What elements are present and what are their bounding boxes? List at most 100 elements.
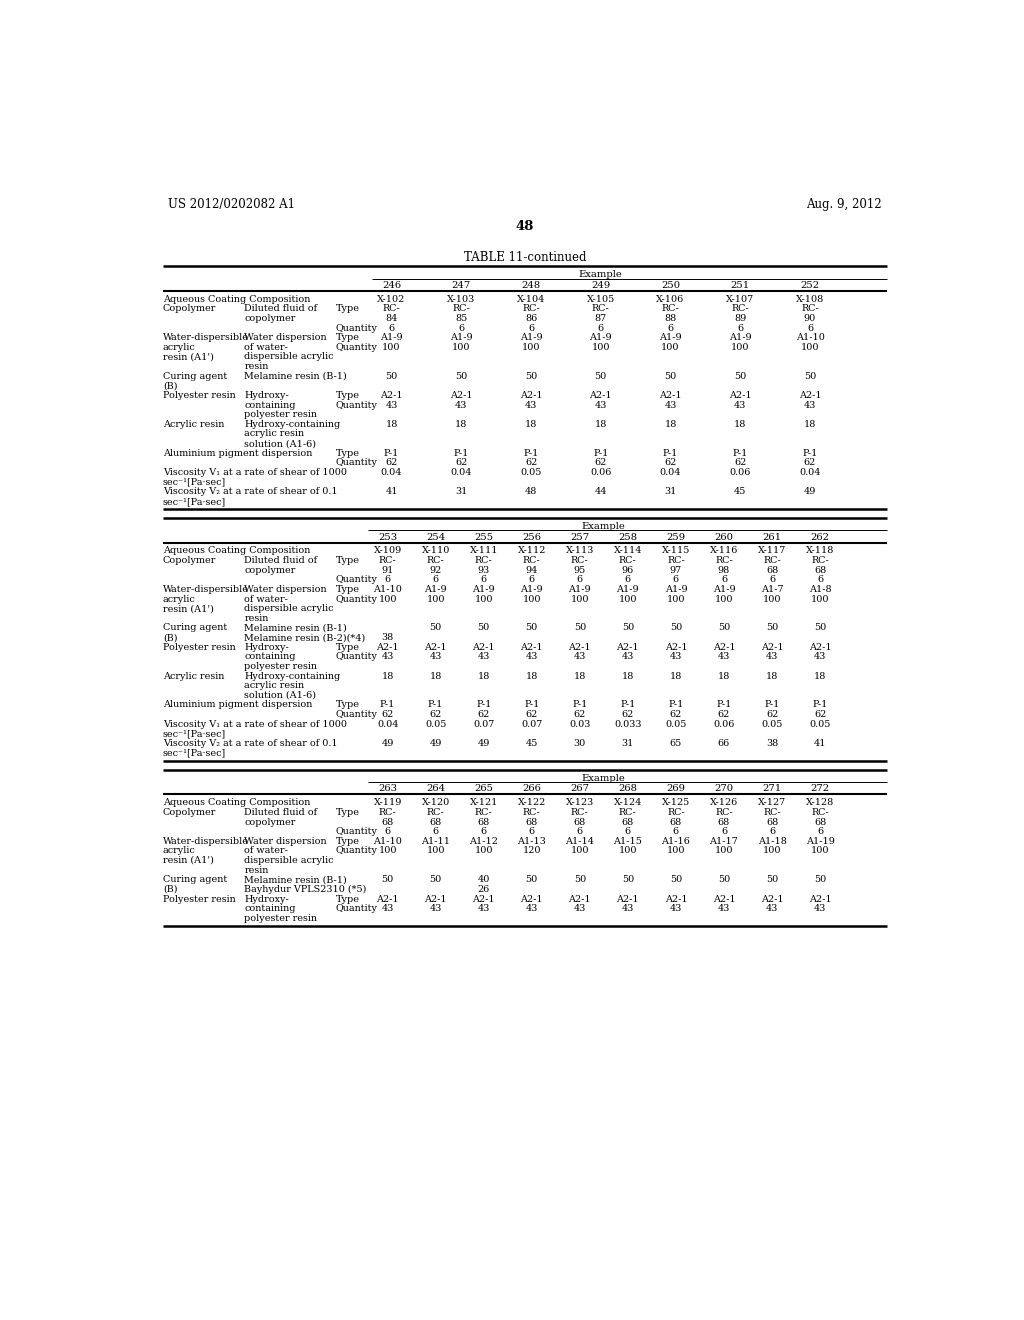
Text: 43: 43 xyxy=(718,904,730,913)
Text: Hydroxy-: Hydroxy- xyxy=(245,895,289,903)
Text: 100: 100 xyxy=(382,343,400,352)
Text: Acrylic resin: Acrylic resin xyxy=(163,420,224,429)
Text: A1-10: A1-10 xyxy=(373,837,402,846)
Text: Hydroxy-containing: Hydroxy-containing xyxy=(245,672,341,681)
Text: A2-1: A2-1 xyxy=(729,391,752,400)
Text: 62: 62 xyxy=(382,710,394,719)
Text: A2-1: A2-1 xyxy=(424,643,447,652)
Text: Type: Type xyxy=(336,449,359,458)
Text: 261: 261 xyxy=(763,533,781,541)
Text: 68: 68 xyxy=(718,817,730,826)
Text: 6: 6 xyxy=(817,576,823,585)
Text: polyester resin: polyester resin xyxy=(245,411,317,420)
Text: resin (A1'): resin (A1') xyxy=(163,352,214,362)
Text: 6: 6 xyxy=(458,323,464,333)
Text: 18: 18 xyxy=(622,672,634,681)
Text: 0.05: 0.05 xyxy=(520,469,542,477)
Text: containing: containing xyxy=(245,904,296,913)
Text: Type: Type xyxy=(336,895,359,903)
Text: Viscosity V₁ at a rate of shear of 1000: Viscosity V₁ at a rate of shear of 1000 xyxy=(163,469,347,477)
Text: P-1: P-1 xyxy=(384,449,399,458)
Text: P-1: P-1 xyxy=(454,449,469,458)
Text: X-116: X-116 xyxy=(710,546,738,556)
Text: A1-9: A1-9 xyxy=(729,333,752,342)
Text: P-1: P-1 xyxy=(380,701,395,709)
Text: 62: 62 xyxy=(525,710,538,719)
Text: A1-9: A1-9 xyxy=(520,333,543,342)
Text: 62: 62 xyxy=(622,710,634,719)
Text: A2-1: A2-1 xyxy=(665,895,687,903)
Text: X-102: X-102 xyxy=(378,294,406,304)
Text: P-1: P-1 xyxy=(476,701,492,709)
Text: Type: Type xyxy=(336,808,359,817)
Text: 0.03: 0.03 xyxy=(569,719,591,729)
Text: 6: 6 xyxy=(432,828,438,836)
Text: Melamine resin (B-1): Melamine resin (B-1) xyxy=(245,875,347,884)
Text: 43: 43 xyxy=(525,652,538,661)
Text: RC-: RC- xyxy=(667,808,685,817)
Text: resin (A1'): resin (A1') xyxy=(163,857,214,865)
Text: 258: 258 xyxy=(618,533,637,541)
Text: RC-: RC- xyxy=(522,305,540,313)
Text: 50: 50 xyxy=(573,623,586,632)
Text: X-108: X-108 xyxy=(796,294,824,304)
Text: X-122: X-122 xyxy=(518,799,546,808)
Text: Aqueous Coating Composition: Aqueous Coating Composition xyxy=(163,546,310,556)
Text: 43: 43 xyxy=(718,652,730,661)
Text: 271: 271 xyxy=(763,784,781,793)
Text: 62: 62 xyxy=(525,458,538,467)
Text: 100: 100 xyxy=(811,846,829,855)
Text: RC-: RC- xyxy=(667,556,685,565)
Text: acrylic: acrylic xyxy=(163,594,196,603)
Text: 267: 267 xyxy=(570,784,590,793)
Text: 100: 100 xyxy=(522,594,541,603)
Text: Quantity: Quantity xyxy=(336,828,378,836)
Text: X-107: X-107 xyxy=(726,294,755,304)
Text: 41: 41 xyxy=(814,739,826,748)
Text: 120: 120 xyxy=(522,846,541,855)
Text: A2-1: A2-1 xyxy=(616,895,639,903)
Text: 43: 43 xyxy=(385,400,397,409)
Text: 50: 50 xyxy=(455,372,467,380)
Text: 0.05: 0.05 xyxy=(666,719,687,729)
Text: 0.07: 0.07 xyxy=(473,719,495,729)
Text: P-1: P-1 xyxy=(572,701,588,709)
Text: solution (A1-6): solution (A1-6) xyxy=(245,440,316,447)
Text: 6: 6 xyxy=(625,828,631,836)
Text: 43: 43 xyxy=(455,400,467,409)
Text: 6: 6 xyxy=(385,576,391,585)
Text: 18: 18 xyxy=(429,672,442,681)
Text: Water dispersion: Water dispersion xyxy=(245,837,327,846)
Text: Quantity: Quantity xyxy=(336,594,378,603)
Text: A1-11: A1-11 xyxy=(421,837,451,846)
Text: 6: 6 xyxy=(577,828,583,836)
Text: 48: 48 xyxy=(516,220,534,234)
Text: 92: 92 xyxy=(429,566,441,574)
Text: 68: 68 xyxy=(766,566,778,574)
Text: containing: containing xyxy=(245,652,296,661)
Text: 50: 50 xyxy=(429,623,441,632)
Text: 86: 86 xyxy=(525,314,538,323)
Text: RC-: RC- xyxy=(475,808,493,817)
Text: A2-1: A2-1 xyxy=(376,643,399,652)
Text: Type: Type xyxy=(336,333,359,342)
Text: RC-: RC- xyxy=(571,808,589,817)
Text: 68: 68 xyxy=(814,817,826,826)
Text: 100: 100 xyxy=(522,343,541,352)
Text: P-1: P-1 xyxy=(803,449,818,458)
Text: 0.06: 0.06 xyxy=(590,469,611,477)
Text: RC-: RC- xyxy=(801,305,819,313)
Text: Type: Type xyxy=(336,391,359,400)
Text: A1-9: A1-9 xyxy=(616,585,639,594)
Text: A1-19: A1-19 xyxy=(806,837,835,846)
Text: 100: 100 xyxy=(667,594,685,603)
Text: 43: 43 xyxy=(381,904,394,913)
Text: A1-10: A1-10 xyxy=(373,585,402,594)
Text: 247: 247 xyxy=(452,281,471,290)
Text: 43: 43 xyxy=(477,652,489,661)
Text: 68: 68 xyxy=(525,817,538,826)
Text: Curing agent: Curing agent xyxy=(163,623,227,632)
Text: 45: 45 xyxy=(734,487,746,496)
Text: 45: 45 xyxy=(525,739,538,748)
Text: 256: 256 xyxy=(522,533,542,541)
